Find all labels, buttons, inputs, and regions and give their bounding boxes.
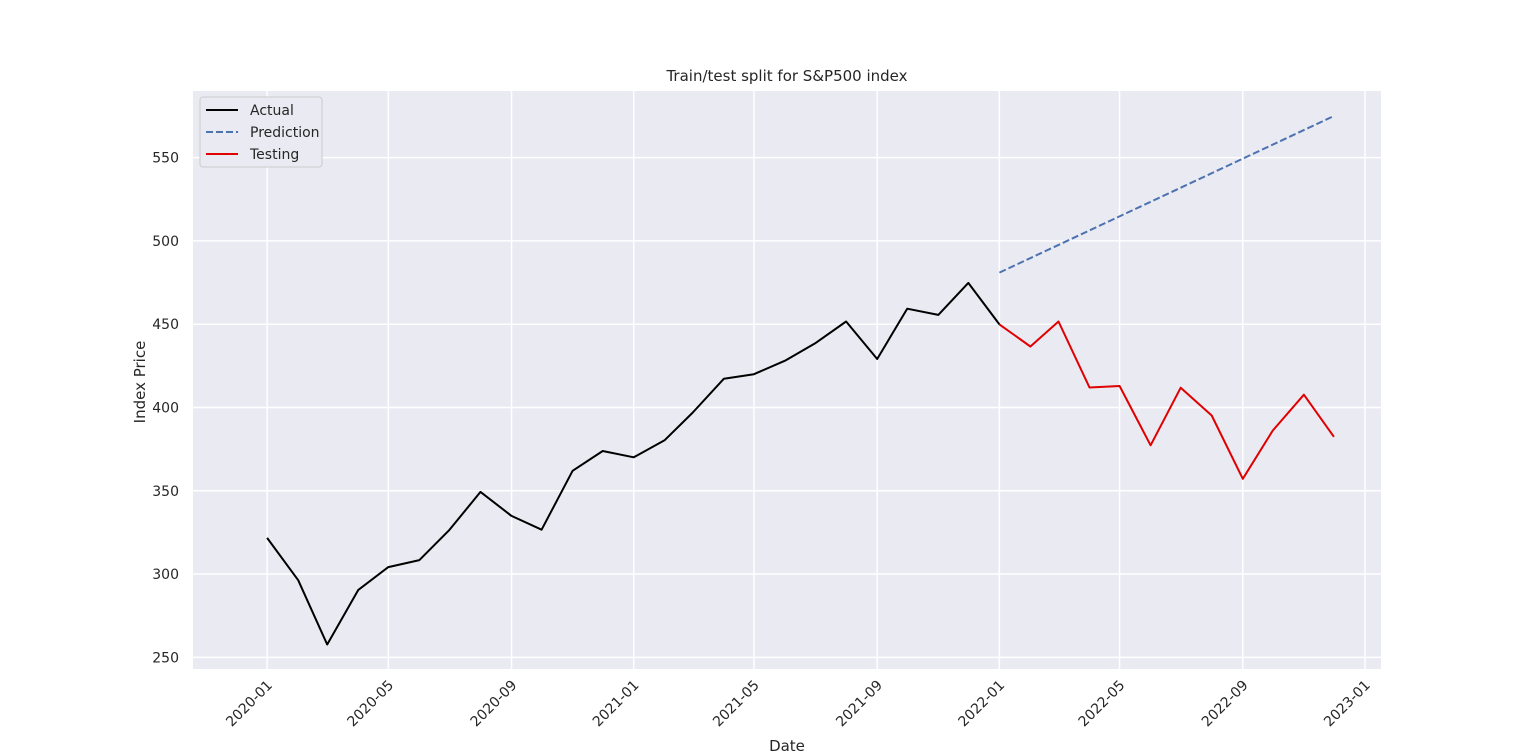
legend-label-testing: Testing: [249, 147, 299, 163]
legend-label-actual: Actual: [250, 103, 294, 119]
x-tick-label: 2021-05: [710, 678, 763, 731]
x-tick-label: 2020-09: [468, 678, 521, 731]
y-tick-label: 400: [152, 400, 179, 416]
y-tick-label: 500: [152, 234, 179, 250]
x-tick-label: 2022-09: [1199, 678, 1252, 731]
series-line-prediction: [998, 115, 1335, 274]
legend: Actual Prediction Testing: [199, 96, 323, 168]
x-tick-label: 2021-01: [590, 678, 643, 731]
y-axis-label: Index Price: [131, 341, 149, 424]
y-tick-label: 450: [152, 317, 179, 333]
y-tick-label: 300: [152, 567, 179, 583]
x-tick-label: 2022-01: [956, 678, 1009, 731]
x-tick-label: 2022-05: [1076, 678, 1129, 731]
series-line-actual: [266, 281, 1001, 646]
x-tick-label: 2020-01: [223, 678, 276, 731]
x-axis-ticks: 2020-01 2020-05 2020-09 2021-01 2021-05 2021-…: [223, 678, 1374, 731]
x-axis-label: Date: [769, 737, 805, 754]
y-tick-label: 550: [152, 151, 179, 167]
y-tick-label: 350: [152, 484, 179, 500]
series-layer: [266, 115, 1335, 646]
series-line-testing: [998, 320, 1335, 480]
x-tick-label: 2020-05: [344, 678, 397, 731]
x-tick-label: 2023-01: [1321, 678, 1374, 731]
chart-title: Train/test split for S&P500 index: [665, 67, 907, 85]
y-tick-label: 250: [152, 650, 179, 666]
legend-label-prediction: Prediction: [250, 125, 320, 141]
grid: [193, 91, 1381, 669]
x-tick-label: 2021-09: [833, 678, 886, 731]
y-axis-ticks: 250 300 350 400 450 500 550: [152, 151, 179, 667]
legend-box: [199, 96, 323, 168]
